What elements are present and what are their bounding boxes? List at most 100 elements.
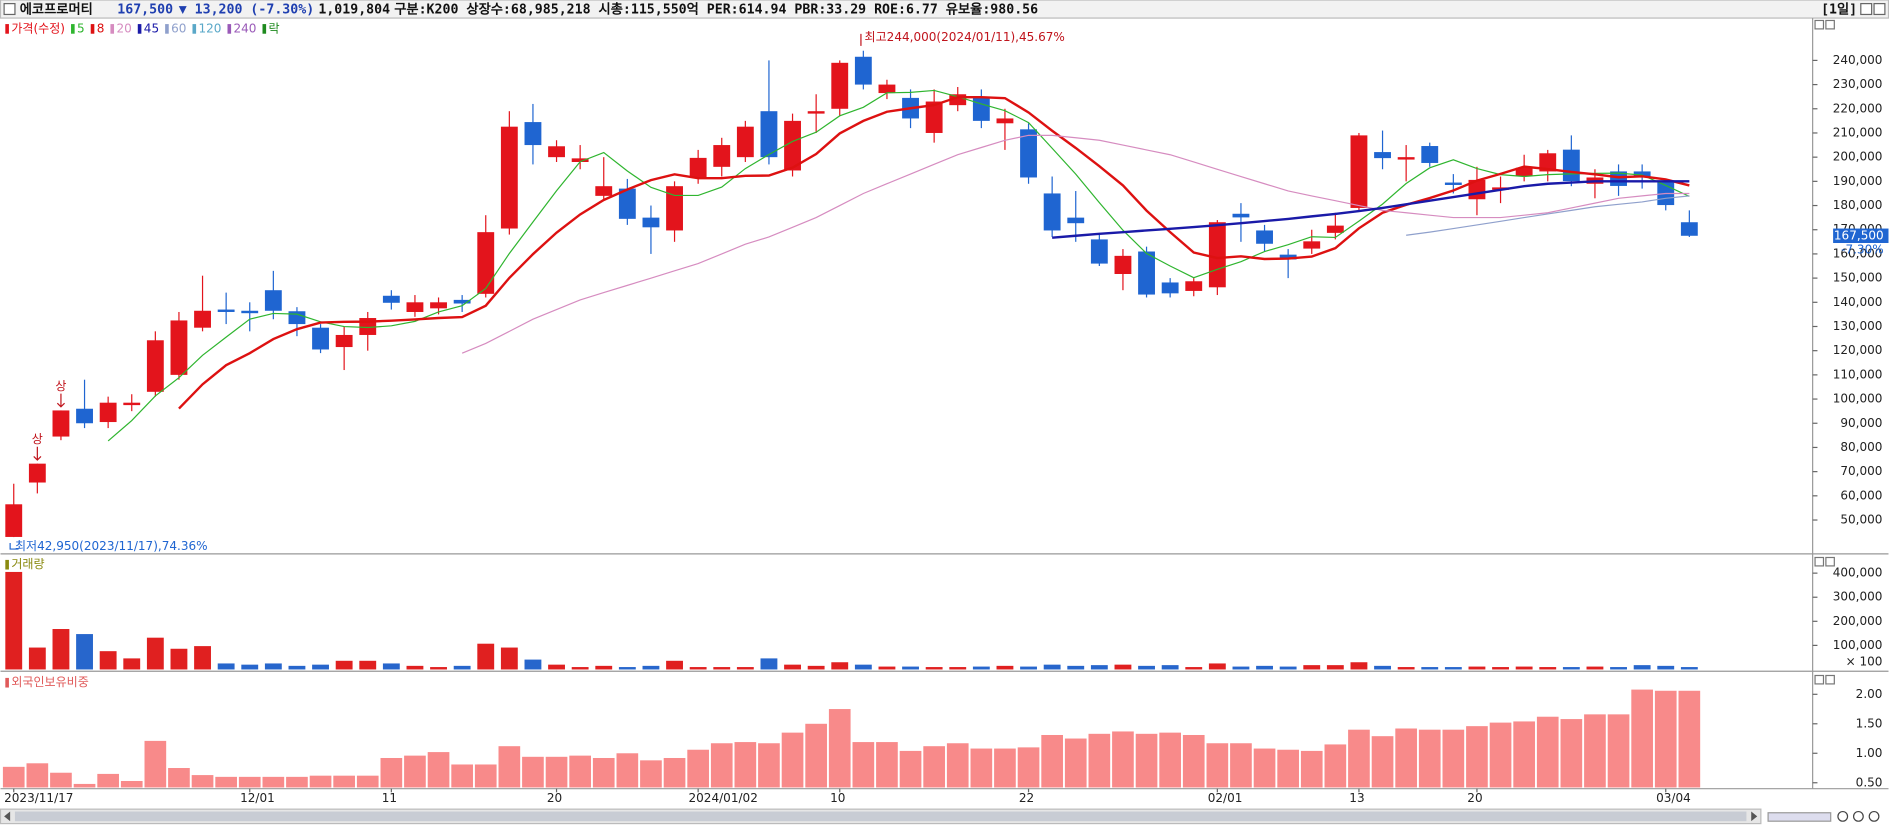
bar [191,775,214,788]
y-tick-label: 100,000 [1833,638,1883,652]
bar [1159,732,1181,788]
panel-button[interactable] [1825,674,1835,685]
scrollbar-thumb[interactable] [14,811,1747,822]
close-button[interactable] [1873,3,1886,16]
candle-body [264,290,282,311]
bar [50,772,72,788]
bar [286,776,308,788]
candle-body [949,94,967,106]
zoom-reset[interactable] [1868,810,1880,822]
bar [899,750,922,788]
header-text: 에코프로머티 167,500 ▼ 13,200 (-7.30%) 1,019,8… [20,1,1038,18]
bar [1043,664,1061,670]
bar [146,637,164,670]
y-tick-label: 210,000 [1833,125,1883,139]
candle-body [1161,282,1179,294]
bar [1418,729,1441,788]
zoom-in[interactable] [1852,810,1864,822]
legend-swatch [110,24,115,34]
bar [170,648,188,670]
candle-body [760,111,778,158]
legend-label: 45 [144,21,159,35]
candle-body [288,311,306,325]
axis-unit: × 100 [1846,655,1883,669]
bar [1633,665,1651,670]
panel-button[interactable] [1825,556,1835,567]
bar [545,756,568,788]
bar [1350,662,1368,670]
candle-body [972,96,990,121]
bar [1253,748,1276,788]
stock-change: ▼ 13,200 (-7.30%) [179,3,314,18]
bar [1489,722,1512,788]
zoom-out[interactable] [1837,810,1849,822]
bar [1182,734,1205,788]
legend-swatch [137,24,142,34]
last-price-label: 167,500 [1834,228,1884,242]
bar [876,742,898,788]
bar [1256,665,1273,670]
bar [73,783,96,788]
bar [710,743,733,788]
bar [474,764,497,788]
bar [666,660,683,670]
bar [1421,667,1439,670]
bar [52,629,70,670]
x-tick-label: 2024/01/02 [689,791,758,805]
candle-body [1208,222,1226,288]
candle-body [878,84,896,94]
bar [288,665,306,670]
panel-button[interactable] [1814,674,1825,685]
y-tick-label: 150,000 [1833,271,1883,285]
y-tick-label: 1.00 [1856,746,1883,760]
zoom-slider[interactable] [1767,812,1832,822]
bar [123,658,141,670]
panel-button[interactable] [1814,556,1825,567]
bar [946,743,969,788]
x-tick-label: 13 [1349,791,1364,805]
bar [828,709,851,788]
bar [548,664,565,670]
panel-buttons [1814,19,1835,685]
candle-body [194,310,211,328]
panel-button[interactable] [1814,19,1825,30]
bar [1374,665,1391,670]
bar [1492,667,1509,670]
bar [618,667,636,670]
moving-average-line [1052,180,1690,239]
zoom-icons [1837,810,1880,822]
panel-button[interactable] [1825,19,1835,30]
bar [1442,729,1465,788]
high-annotation: 최고244,000(2024/01/11),45.67% [865,30,1065,44]
bar [1536,716,1559,788]
candle-body [571,158,589,162]
header-checkbox[interactable] [3,3,16,16]
candle-body [1680,222,1698,236]
bar [1654,690,1677,788]
legend-swatch [90,24,95,34]
x-tick-label: 03/04 [1656,791,1691,805]
bar [1397,667,1415,670]
minimize-button[interactable] [1860,3,1873,16]
bar [805,723,827,788]
bar [5,571,23,670]
title-swatch [5,559,9,570]
bar [640,760,662,788]
candle-body [146,340,164,392]
bar [852,742,875,788]
candle-body [524,122,542,146]
bar [1064,738,1087,788]
period-button[interactable]: [1일] [1821,2,1857,18]
bar [404,755,426,788]
candle-body [1421,146,1439,163]
y-tick-label: 200,000 [1833,614,1883,628]
y-tick-label: 230,000 [1833,77,1883,91]
legend-label: 60 [171,21,186,35]
candle-body [123,402,141,406]
panel-title: 외국인보유비중 [11,675,88,689]
candle-body [1185,281,1203,291]
limit-up-arrow [33,446,42,461]
bar [923,746,945,788]
candle-body [1515,167,1533,177]
candle-body [736,126,754,158]
